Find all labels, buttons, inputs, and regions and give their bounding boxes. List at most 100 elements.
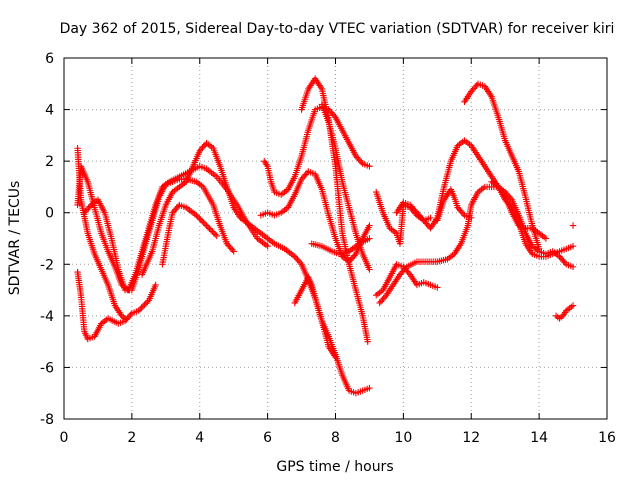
x-tick-labels: 0 2 4 6 8 10 12 14 16	[60, 430, 616, 446]
data-point	[85, 204, 92, 212]
data-point	[542, 235, 550, 242]
data-point	[141, 301, 148, 309]
series-track-19	[488, 178, 550, 242]
data-point	[473, 82, 480, 89]
x-tick-label: 12	[462, 430, 480, 446]
data-point	[454, 204, 461, 211]
x-tick-label: 6	[263, 430, 272, 446]
data-point	[399, 268, 406, 275]
data-point	[225, 242, 232, 249]
data-point	[366, 222, 373, 229]
x-tick-label: 0	[60, 430, 69, 446]
data-point	[366, 384, 373, 392]
data-point	[136, 306, 144, 313]
x-tick-label: 14	[530, 430, 548, 446]
series-track-5	[159, 201, 220, 268]
data-point	[468, 214, 475, 222]
data-point	[298, 175, 305, 183]
data-point	[402, 265, 409, 272]
data-point	[81, 209, 88, 216]
data-point	[356, 157, 364, 164]
data-point	[196, 147, 203, 155]
data-point	[199, 144, 206, 151]
data-point	[412, 207, 419, 215]
series-track-2	[74, 268, 159, 343]
data-point	[303, 169, 311, 177]
series-track-10	[308, 235, 373, 258]
data-point	[348, 255, 355, 262]
data-point	[83, 206, 91, 213]
series-track-16	[393, 199, 434, 224]
data-point	[301, 172, 308, 180]
x-tick-label: 4	[195, 430, 204, 446]
data-point	[472, 83, 479, 91]
series-track-18	[434, 186, 475, 224]
data-point	[411, 206, 418, 213]
data-point	[295, 257, 303, 265]
data-point	[204, 223, 212, 231]
y-tick-label: -8	[40, 412, 54, 428]
data-point	[123, 316, 130, 323]
data-point	[351, 252, 358, 259]
data-point	[330, 112, 338, 119]
data-point	[469, 86, 476, 94]
data-point	[457, 207, 464, 214]
data-point	[405, 269, 413, 277]
data-point	[223, 240, 231, 247]
data-point	[121, 317, 129, 325]
data-point	[124, 314, 132, 322]
data-point	[416, 212, 423, 220]
y-tick-labels: -8 -6 -4 -2 0 2 4 6	[40, 51, 54, 428]
data-point	[419, 215, 426, 223]
x-tick-label: 16	[598, 430, 616, 446]
data-point	[206, 225, 213, 232]
data-point	[559, 256, 566, 263]
data-point	[557, 254, 565, 262]
data-point	[201, 220, 209, 228]
data-point	[328, 109, 335, 116]
data-point	[292, 254, 300, 262]
data-point	[561, 259, 569, 266]
data-point	[82, 207, 89, 215]
data-point	[332, 353, 339, 361]
data-point	[200, 219, 207, 226]
data-point	[152, 281, 159, 289]
data-point	[197, 216, 204, 223]
data-point	[193, 212, 200, 219]
data-point	[125, 313, 133, 320]
series-track-17	[461, 80, 543, 253]
data-point	[196, 215, 203, 222]
data-point	[210, 229, 218, 237]
y-tick-label: 0	[45, 206, 54, 222]
data-point	[302, 171, 309, 178]
y-tick-label: -2	[40, 257, 54, 273]
data-point	[142, 300, 150, 307]
data-point	[299, 174, 307, 181]
data-point	[294, 256, 301, 263]
data-point	[291, 253, 298, 260]
data-point	[264, 243, 271, 250]
data-point	[507, 195, 514, 202]
data-point	[379, 296, 386, 304]
series-track-8	[257, 168, 373, 265]
data-point	[349, 253, 357, 261]
data-point	[138, 304, 145, 311]
data-point	[229, 246, 236, 254]
data-point	[535, 245, 543, 253]
data-point	[468, 88, 475, 95]
data-point	[194, 213, 202, 220]
data-point	[569, 263, 577, 271]
data-point	[556, 253, 563, 260]
data-point	[354, 154, 361, 161]
data-point	[86, 203, 93, 210]
data-point	[139, 303, 147, 310]
data-point	[213, 232, 220, 240]
data-point	[200, 142, 208, 150]
y-tick-label: 2	[45, 154, 54, 170]
data-point	[366, 235, 373, 242]
data-point	[227, 245, 235, 252]
data-point	[212, 231, 219, 238]
data-point	[569, 243, 577, 250]
data-point	[355, 155, 362, 163]
